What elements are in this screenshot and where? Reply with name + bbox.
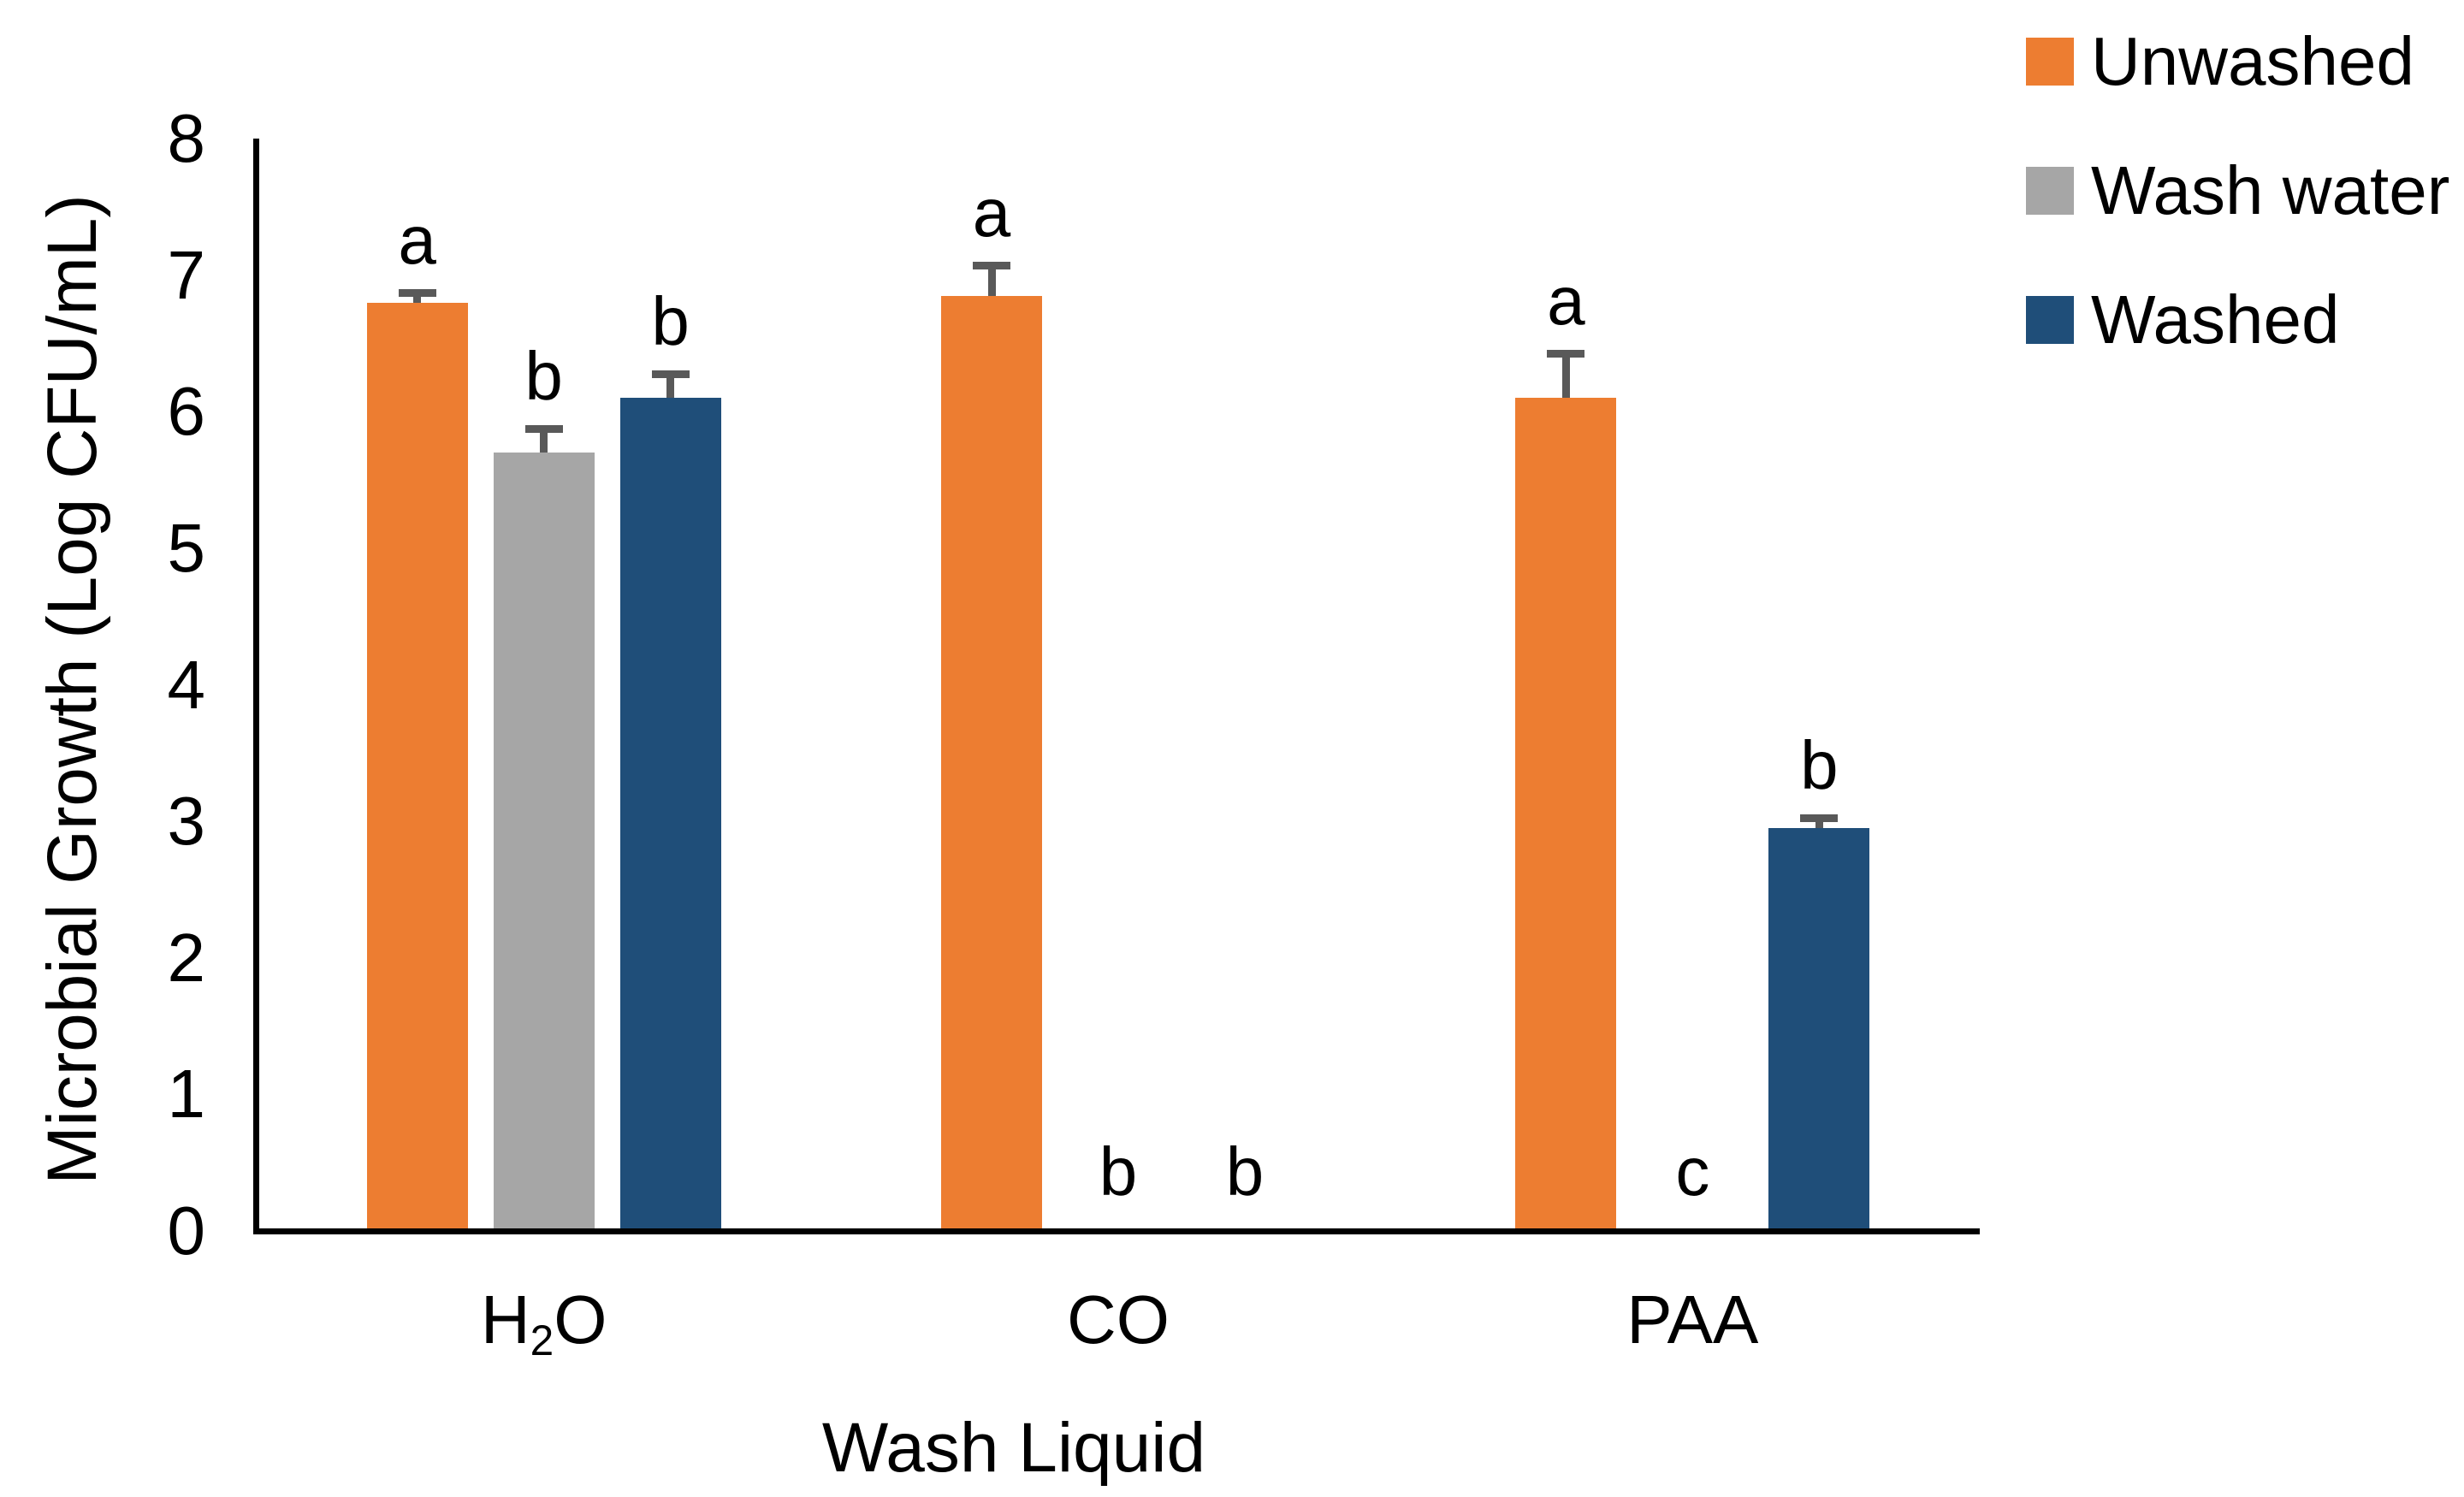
legend-swatch-icon	[2026, 167, 2074, 215]
y-tick-label-0: 0	[167, 1192, 206, 1269]
significance-letter-unwashed-2: a	[1547, 263, 1585, 340]
error-bar-whisker-unwashed-0	[413, 296, 422, 303]
legend-item-unwashed: Unwashed	[2026, 22, 2449, 101]
y-tick-label-2: 2	[167, 919, 206, 996]
significance-letter-wash-water-0: b	[524, 338, 563, 415]
significance-letter-wash-water-2: c	[1675, 1133, 1710, 1210]
legend-item-washed: Washed	[2026, 281, 2449, 359]
bar-washed-2	[1768, 828, 1870, 1231]
x-axis-title: Wash Liquid	[821, 1409, 1206, 1487]
legend-label: Wash water	[2091, 152, 2450, 228]
x-tick-label-PAA: PAA	[1626, 1281, 1759, 1358]
x-tick-label-CO: CO	[1066, 1281, 1170, 1358]
legend-item-wash-water: Wash water	[2026, 151, 2449, 230]
significance-letter-washed-1: b	[1225, 1133, 1265, 1210]
bar-wash-water-0	[493, 453, 595, 1231]
significance-letter-unwashed-0: a	[398, 201, 436, 278]
error-bar-cap-unwashed-0	[398, 288, 436, 297]
y-tick-label-8: 8	[167, 100, 206, 176]
legend-swatch-icon	[2026, 38, 2074, 86]
y-tick-label-4: 4	[167, 646, 206, 723]
significance-letter-unwashed-1: a	[972, 174, 1011, 251]
error-bar-whisker-wash-water-0	[540, 433, 548, 453]
significance-letter-wash-water-1: b	[1099, 1133, 1138, 1210]
error-bar-whisker-unwashed-2	[1561, 358, 1570, 399]
y-tick-label-1: 1	[167, 1056, 206, 1133]
x-axis-line	[253, 1228, 1980, 1234]
legend-swatch-icon	[2026, 296, 2074, 344]
error-bar-whisker-washed-0	[666, 378, 675, 399]
bar-unwashed-2	[1515, 398, 1617, 1231]
legend: Unwashed Wash water Washed	[2026, 22, 2449, 410]
significance-letter-washed-2: b	[1800, 727, 1839, 804]
y-tick-label-3: 3	[167, 783, 206, 860]
y-axis-line	[253, 139, 259, 1234]
error-bar-cap-unwashed-1	[973, 261, 1010, 269]
error-bar-whisker-washed-2	[1815, 822, 1823, 829]
error-bar-cap-washed-2	[1800, 814, 1839, 823]
legend-label: Washed	[2091, 281, 2340, 358]
error-bar-cap-wash-water-0	[524, 425, 563, 434]
y-tick-label-5: 5	[167, 509, 206, 586]
bar-washed-0	[619, 398, 721, 1231]
y-tick-label-7: 7	[167, 236, 206, 313]
y-tick-label-6: 6	[167, 373, 206, 450]
significance-letter-washed-0: b	[651, 283, 690, 360]
error-bar-whisker-unwashed-1	[987, 269, 996, 296]
bar-unwashed-0	[366, 302, 468, 1231]
x-tick-label-HO: H2O	[480, 1281, 607, 1364]
error-bar-cap-washed-0	[651, 370, 690, 379]
error-bar-cap-unwashed-2	[1547, 350, 1585, 358]
legend-label: Unwashed	[2091, 23, 2415, 99]
bar-unwashed-1	[941, 295, 1042, 1231]
